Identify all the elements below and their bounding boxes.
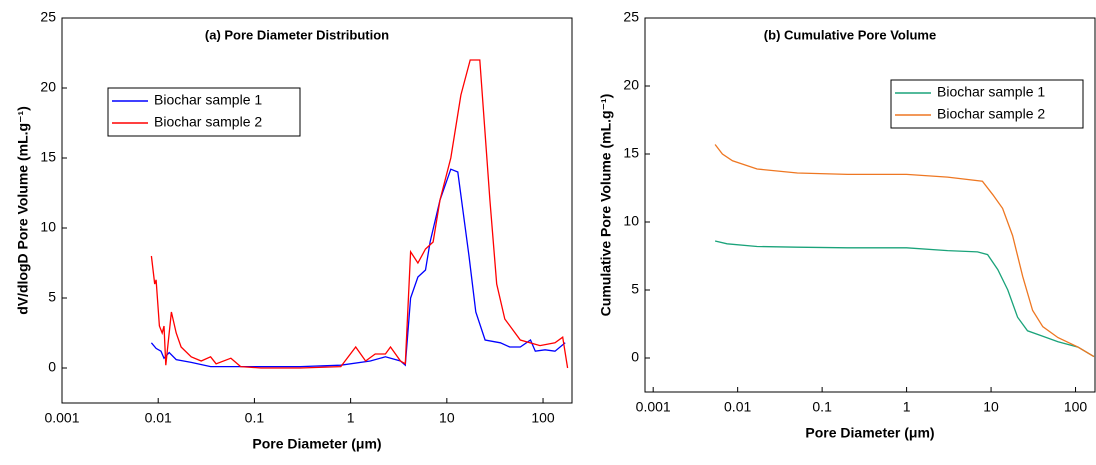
- y-tick-label: 0: [631, 349, 639, 365]
- y-tick-label: 15: [40, 149, 56, 165]
- y-tick-label: 15: [623, 145, 639, 161]
- x-axis-title: Pore Diameter (μm): [805, 425, 934, 441]
- x-tick-label: 0.1: [245, 410, 265, 426]
- x-tick-label: 10: [439, 410, 455, 426]
- series-line: [150, 59, 569, 369]
- legend-label: Biochar sample 2: [154, 114, 262, 130]
- plot-frame: [61, 17, 573, 404]
- x-tick-label: 100: [1064, 399, 1088, 415]
- x-tick-label: 10: [983, 399, 999, 415]
- y-tick-label: 20: [623, 77, 639, 93]
- series-line: [150, 168, 566, 368]
- y-tick-label: 0: [48, 359, 56, 375]
- y-tick-label: 25: [623, 9, 639, 25]
- legend-label: Biochar sample 1: [937, 84, 1045, 100]
- y-tick-label: 10: [623, 213, 639, 229]
- y-axis-title: Cumulative Pore Volume (mL.g⁻¹): [598, 94, 614, 317]
- legend-box: [107, 87, 301, 137]
- x-tick-label: 1: [903, 399, 911, 415]
- series-line: [714, 144, 1095, 358]
- x-axis-title: Pore Diameter (μm): [252, 436, 381, 452]
- panel: 0 5 10 15 20 25 0.001 0.01 0.1 1 10 100 (b) Cumulati…: [598, 9, 1096, 441]
- x-tick-label: 0.01: [145, 410, 172, 426]
- y-tick-label: 10: [40, 219, 56, 235]
- x-tick-label: 0.001: [636, 399, 671, 415]
- legend-label: Biochar sample 2: [937, 106, 1045, 122]
- x-tick-label: 0.1: [812, 399, 832, 415]
- series-line: [714, 240, 1095, 358]
- x-tick-label: 1: [347, 410, 355, 426]
- y-tick-label: 5: [631, 281, 639, 297]
- chart-title: (b) Cumulative Pore Volume: [764, 27, 936, 42]
- y-tick-label: 5: [48, 289, 56, 305]
- y-tick-label: 25: [40, 9, 56, 25]
- legend-box: [890, 79, 1084, 129]
- legend-label: Biochar sample 1: [154, 92, 262, 108]
- plot-frame: [644, 17, 1096, 393]
- y-axis-title: dV/dlogD Pore Volume (mL.g⁻¹): [15, 106, 31, 315]
- chart-title: (a) Pore Diameter Distribution: [205, 27, 389, 42]
- x-tick-label: 0.001: [44, 410, 79, 426]
- panel: 0 5 10 15 20 25 0.001 0.01 0.1 1 10 100 (a) Pore Dia…: [15, 9, 573, 452]
- x-tick-label: 0.01: [724, 399, 751, 415]
- y-tick-label: 20: [40, 79, 56, 95]
- x-tick-label: 100: [531, 410, 555, 426]
